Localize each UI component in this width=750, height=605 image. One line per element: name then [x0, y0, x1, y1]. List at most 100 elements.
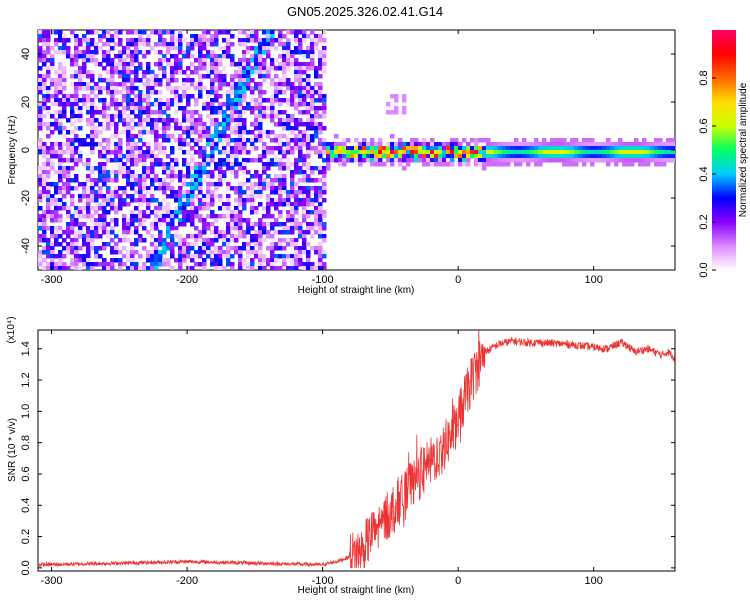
heatmap-cell — [186, 54, 191, 59]
heatmap-cell — [226, 46, 231, 51]
heatmap-cell — [402, 106, 407, 111]
heatmap-cell — [182, 150, 187, 155]
heatmap-cell — [198, 230, 203, 235]
heatmap-cell — [314, 46, 319, 51]
heatmap-cell — [154, 178, 159, 183]
heatmap-cell — [238, 230, 243, 235]
heatmap-cell — [278, 254, 283, 259]
heatmap-cell — [106, 58, 111, 63]
heatmap-cell — [46, 46, 51, 51]
heatmap-cell — [158, 162, 163, 167]
heatmap-cell — [66, 230, 71, 235]
heatmap-cell — [298, 102, 303, 107]
heatmap-cell — [98, 194, 103, 199]
heatmap-cell — [286, 218, 291, 223]
heatmap-cell — [102, 86, 107, 91]
heatmap-cell — [106, 42, 111, 47]
heatmap-cell — [74, 238, 79, 243]
heatmap-cell — [146, 186, 151, 191]
heatmap-cell — [206, 126, 211, 131]
heatmap-cell — [122, 174, 127, 179]
heatmap-cell — [146, 118, 151, 123]
heatmap-cell — [214, 66, 219, 71]
heatmap-cell — [278, 202, 283, 207]
heatmap-cell — [206, 38, 211, 43]
heatmap-cell — [282, 202, 287, 207]
heatmap-cell — [58, 262, 63, 267]
heatmap-cell — [62, 170, 67, 175]
heatmap-cell — [186, 102, 191, 107]
heatmap-cell — [206, 74, 211, 79]
heatmap-cell — [130, 258, 135, 263]
heatmap-cell — [194, 238, 199, 243]
heatmap-cell — [50, 198, 55, 203]
heatmap-cell — [322, 66, 327, 71]
heatmap-cell — [130, 214, 135, 219]
heatmap-cell — [286, 230, 291, 235]
heatmap-cell — [370, 162, 375, 167]
heatmap-cell — [150, 242, 155, 247]
heatmap-cell — [578, 158, 583, 163]
heatmap-cell — [290, 226, 295, 231]
heatmap-cell — [74, 158, 79, 163]
heatmap-cell — [634, 154, 639, 159]
heatmap-cell — [222, 82, 227, 87]
heatmap-cell — [302, 178, 307, 183]
colorbar-ticks: 0.00.20.40.60.8 — [698, 70, 716, 278]
heatmap-cell — [426, 142, 431, 147]
heatmap-cell — [102, 198, 107, 203]
heatmap-cell — [526, 162, 531, 167]
heatmap-cell — [150, 170, 155, 175]
heatmap-cell — [374, 150, 379, 155]
colorbar-bar — [712, 30, 736, 270]
heatmap-cell — [70, 258, 75, 263]
heatmap-cell — [118, 170, 123, 175]
heatmap-cell — [90, 142, 95, 147]
heatmap-cell — [66, 102, 71, 107]
heatmap-cell — [558, 142, 563, 147]
heatmap-cell — [222, 214, 227, 219]
heatmap-cell — [214, 254, 219, 259]
heatmap-cell — [222, 162, 227, 167]
heatmap-cell — [186, 94, 191, 99]
heatmap-cell — [294, 142, 299, 147]
heatmap-cell — [294, 86, 299, 91]
heatmap-cell — [642, 142, 647, 147]
heatmap-cell — [134, 214, 139, 219]
heatmap-cell — [310, 122, 315, 127]
heatmap-cell — [250, 258, 255, 263]
heatmap-cell — [470, 154, 475, 159]
heatmap-cell — [238, 234, 243, 239]
heatmap-cell — [258, 126, 263, 131]
heatmap-cell — [194, 210, 199, 215]
heatmap-cell — [146, 254, 151, 259]
heatmap-cell — [154, 82, 159, 87]
heatmap-cell — [86, 194, 91, 199]
heatmap-cell — [550, 154, 555, 159]
heatmap-cell — [350, 158, 355, 163]
heatmap-cell — [322, 178, 327, 183]
heatmap-cell — [210, 98, 215, 103]
heatmap-cell — [262, 74, 267, 79]
heatmap-cell — [242, 130, 247, 135]
heatmap-cell — [166, 118, 171, 123]
heatmap-cell — [282, 118, 287, 123]
heatmap-cell — [250, 226, 255, 231]
heatmap-cell — [266, 202, 271, 207]
heatmap-cell — [538, 154, 543, 159]
heatmap-cell — [166, 186, 171, 191]
heatmap-cell — [114, 42, 119, 47]
heatmap-cell — [94, 222, 99, 227]
heatmap-cell — [366, 142, 371, 147]
heatmap-cell — [190, 82, 195, 87]
heatmap-cell — [138, 266, 143, 270]
heatmap-cell — [110, 178, 115, 183]
heatmap-cell — [78, 86, 83, 91]
heatmap-cell — [186, 98, 191, 103]
heatmap-cell — [286, 210, 291, 215]
heatmap-cell — [390, 154, 395, 159]
heatmap-cell — [86, 30, 91, 35]
heatmap-cell — [262, 66, 267, 71]
heatmap-cell — [346, 150, 351, 155]
heatmap-cell — [278, 134, 283, 139]
